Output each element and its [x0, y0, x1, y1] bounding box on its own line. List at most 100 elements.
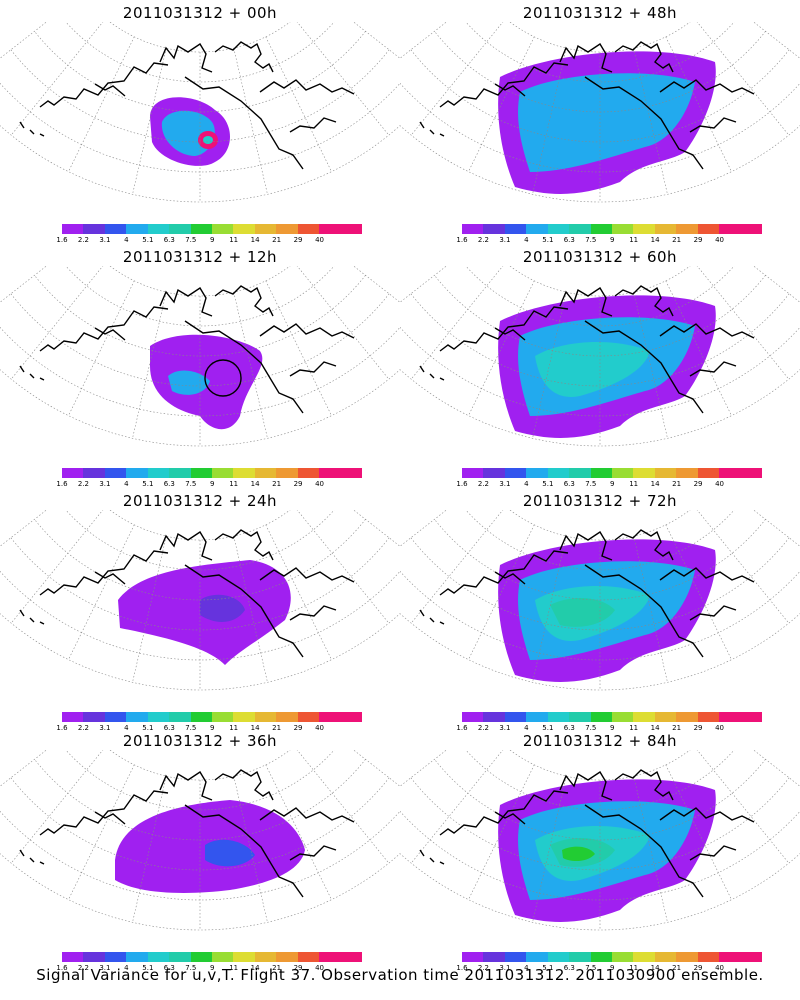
colorbar-swatch [483, 468, 505, 478]
coastline [19, 285, 355, 414]
colorbar-tick-label: 9 [209, 724, 215, 732]
colorbar-swatch [276, 952, 298, 962]
colorbar-tick-label: 21 [672, 480, 682, 488]
colorbar-tick-label: 14 [650, 724, 660, 732]
colorbar-swatch [340, 952, 362, 962]
colorbar-tick-label: 3.1 [499, 724, 511, 732]
colorbar-swatch [254, 224, 277, 234]
colorbar-tick-label: 40 [315, 236, 324, 244]
colorbar-tick-label: 21 [672, 964, 682, 972]
colorbar-swatch [190, 712, 212, 722]
colorbar-swatch [169, 952, 191, 962]
colorbar-swatch [611, 712, 634, 722]
colorbar-tick-label: 3.1 [499, 236, 511, 244]
colorbar-swatch [190, 224, 212, 234]
colorbar-swatch [104, 468, 127, 478]
colorbar-tick-label: 2.2 [477, 480, 490, 488]
colorbar-swatch [276, 712, 298, 722]
colorbar-tick-label: 1.6 [456, 724, 468, 732]
colorbar-swatch [462, 224, 484, 234]
colorbar-tick-label: 11 [229, 480, 239, 488]
colorbar-swatch [569, 712, 591, 722]
colorbar-labels: 1.6 2.2 3.1 4 5.1 6.3 7.5 9 11 14 21 29 40 [56, 236, 368, 246]
colorbar-swatch [611, 224, 634, 234]
colorbar-swatch [297, 952, 320, 962]
colorbar-tick-label: 3.1 [99, 964, 111, 972]
colorbar-swatch [83, 712, 105, 722]
colorbar-swatch [547, 468, 570, 478]
colorbar-tick-label: 40 [315, 964, 324, 972]
polar-map [0, 266, 400, 447]
panel-title: 2011031312 + 12h [122, 248, 278, 266]
panel-title: 2011031312 + 24h [122, 492, 278, 510]
colorbar-swatch [483, 224, 505, 234]
colorbar-swatch [126, 468, 148, 478]
map-panel: 2011031312 + 48h 1.6 2.2 3.1 4 5.1 6.3 7.5 9 11 14… [400, 0, 800, 244]
colorbar-swatch [62, 468, 84, 478]
colorbar-tick-label: 21 [272, 236, 282, 244]
colorbar-tick-label: 6.3 [163, 480, 175, 488]
colorbar-swatch [147, 952, 170, 962]
colorbar-swatch [504, 468, 527, 478]
colorbar-swatch [276, 468, 298, 478]
colorbar-tick-label: 14 [250, 236, 260, 244]
colorbar-swatch [590, 952, 612, 962]
variance-contour [550, 598, 615, 627]
colorbar-tick-label: 14 [250, 724, 260, 732]
colorbar-tick-label: 1.6 [456, 964, 468, 972]
variance-contour [535, 341, 650, 397]
colorbar-swatch [462, 952, 484, 962]
colorbar-swatch [104, 712, 127, 722]
colorbar-tick-label: 40 [315, 480, 324, 488]
colorbar-tick-label: 5.1 [142, 236, 154, 244]
variance-contour [518, 73, 695, 172]
colorbar-tick-label: 1.6 [56, 964, 68, 972]
colorbar-tick-label: 2.2 [77, 724, 90, 732]
coastline [19, 769, 355, 898]
colorbar-swatch [126, 712, 148, 722]
colorbar-swatch [740, 952, 762, 962]
colorbar-tick-label: 40 [715, 236, 724, 244]
colorbar-tick-label: 4 [124, 724, 129, 732]
colorbar-swatch [526, 224, 548, 234]
colorbar-swatch [504, 224, 527, 234]
colorbar-swatch [719, 468, 741, 478]
colorbar-tick-label: 29 [693, 236, 703, 244]
colorbar-tick-label: 21 [672, 236, 682, 244]
variance-contour [205, 839, 255, 867]
colorbar-swatch [254, 468, 277, 478]
colorbar-tick-label: 5.1 [542, 480, 554, 488]
colorbar-swatch [340, 224, 362, 234]
colorbar-swatch [526, 712, 548, 722]
colorbar-tick-label: 14 [250, 964, 260, 972]
colorbar-labels: 1.6 2.2 3.1 4 5.1 6.3 7.5 9 11 14 21 29 40 [456, 724, 768, 734]
colorbar-tick-label: 2.2 [77, 236, 90, 244]
colorbar [462, 224, 762, 234]
colorbar-tick-label: 1.6 [456, 236, 468, 244]
coastline [419, 769, 755, 898]
colorbar-tick-label: 3.1 [99, 236, 111, 244]
colorbar [62, 224, 362, 234]
colorbar-swatch [504, 952, 527, 962]
colorbar-labels: 1.6 2.2 3.1 4 5.1 6.3 7.5 9 11 14 21 29 40 [456, 236, 768, 246]
colorbar-tick-label: 5.1 [142, 724, 154, 732]
colorbar-swatch [569, 952, 591, 962]
colorbar-tick-label: 11 [229, 236, 239, 244]
colorbar-swatch [504, 712, 527, 722]
colorbar-swatch [276, 224, 298, 234]
variance-contour [562, 846, 595, 862]
colorbar-tick-label: 9 [609, 964, 615, 972]
coastline [19, 41, 355, 170]
colorbar-swatch [611, 468, 634, 478]
panel-title: 2011031312 + 00h [122, 4, 278, 22]
polar-map [400, 22, 800, 203]
polar-map [0, 22, 400, 203]
colorbar-swatch [233, 224, 255, 234]
colorbar-tick-label: 6.3 [563, 236, 575, 244]
colorbar-tick-label: 5.1 [542, 236, 554, 244]
colorbar-tick-label: 4 [524, 724, 529, 732]
colorbar-swatch [654, 712, 677, 722]
colorbar-tick-label: 11 [629, 236, 639, 244]
colorbar-labels: 1.6 2.2 3.1 4 5.1 6.3 7.5 9 11 14 21 29 40 [456, 480, 768, 490]
colorbar-swatch [697, 952, 720, 962]
